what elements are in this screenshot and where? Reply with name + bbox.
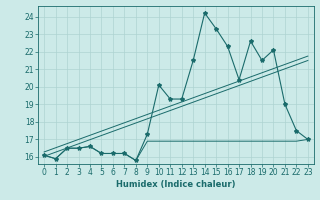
X-axis label: Humidex (Indice chaleur): Humidex (Indice chaleur) <box>116 180 236 189</box>
